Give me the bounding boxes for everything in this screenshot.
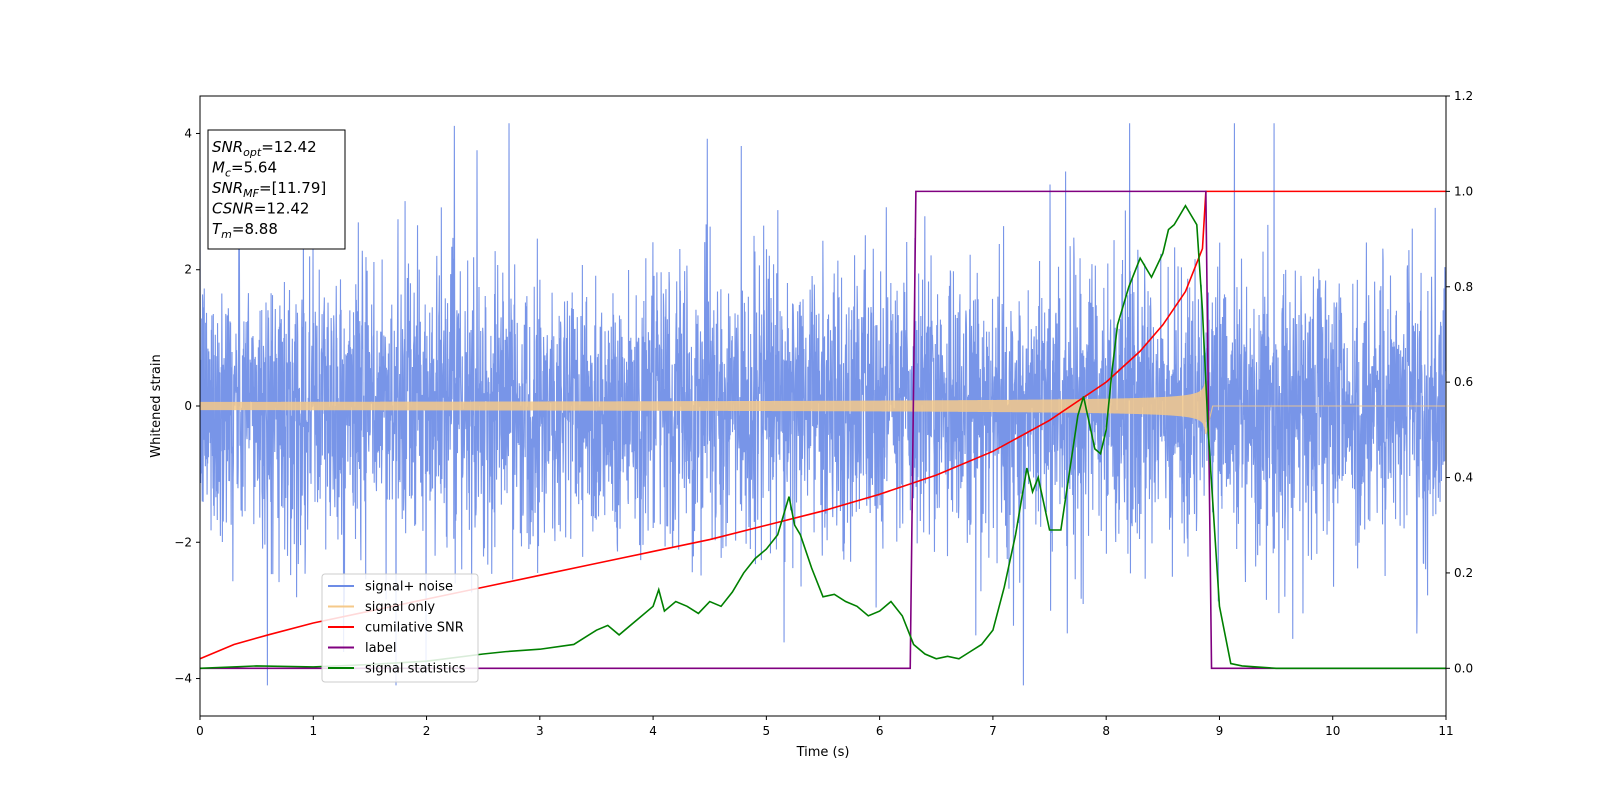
axes: 0 1 2 3 4 5 6 7 8 9 10 11 −4 −2 0 2 4 0.0 0.2 0.4 0.6 0.8 1.0 1… <box>174 89 1473 738</box>
x-tick-label: 0 <box>196 724 204 738</box>
y-right-tick-label: 1.0 <box>1454 184 1473 198</box>
x-tick-label: 6 <box>876 724 884 738</box>
series-line-label <box>200 190 1446 670</box>
y-left-tick-label: 2 <box>184 263 192 277</box>
y-left-tick-label: 0 <box>184 399 192 413</box>
series-line-signal-noise <box>200 123 1446 686</box>
x-tick-label: 10 <box>1325 724 1340 738</box>
annotation-box <box>207 129 346 250</box>
y-right-tick-label: 0.8 <box>1454 280 1473 294</box>
legend-label: signal statistics <box>365 662 466 677</box>
annotation-line: CSNR=12.42 <box>212 200 309 218</box>
x-tick-label: 11 <box>1438 724 1453 738</box>
legend-label: signal only <box>365 600 435 615</box>
y-right-tick-label: 0.2 <box>1454 566 1473 580</box>
x-tick-label: 3 <box>536 724 544 738</box>
x-tick-label: 5 <box>763 724 771 738</box>
annotation-line: SNRMF=[11.79] <box>212 179 326 200</box>
y-left-tick-label: 4 <box>184 126 192 140</box>
y-left-tick-label: −4 <box>174 672 192 686</box>
y-right-tick-label: 1.2 <box>1454 89 1473 103</box>
legend-box <box>321 573 479 683</box>
y-right-tick-label: 0.0 <box>1454 661 1473 675</box>
y-right-tick-label: 0.4 <box>1454 471 1473 485</box>
x-tick-label: 8 <box>1102 724 1110 738</box>
annotation-line: Tm=8.88 <box>212 220 278 241</box>
y-right-tick-label: 0.6 <box>1454 375 1473 389</box>
legend-label: signal+ noise <box>365 580 453 595</box>
legend-label: cumilative SNR <box>365 621 464 636</box>
legend-label: label <box>365 641 396 656</box>
legend: signal+ noise signal only cumilative SNR la… <box>321 573 479 683</box>
series-line-signal-only <box>200 377 1446 435</box>
annotation-line: Mc=5.64 <box>212 159 277 180</box>
stats-annotation: SNRopt=12.42Mc=5.64SNRMF=[11.79]CSNR=12.… <box>207 129 346 250</box>
y-left-tick-label: −2 <box>174 535 192 549</box>
annotation-line: SNRopt=12.42 <box>212 138 317 159</box>
x-tick-label: 4 <box>649 724 657 738</box>
x-tick-label: 9 <box>1216 724 1224 738</box>
x-tick-label: 2 <box>423 724 431 738</box>
x-axis-label: Time (s) <box>796 745 850 760</box>
y-axis-label: Whitened strain <box>149 354 164 457</box>
series-line-signal-statistics <box>200 204 1446 670</box>
x-tick-label: 7 <box>989 724 997 738</box>
x-tick-label: 1 <box>309 724 317 738</box>
